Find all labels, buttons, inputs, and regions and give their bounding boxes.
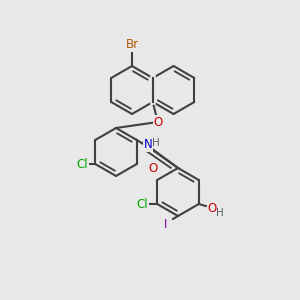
Text: O: O <box>153 116 162 128</box>
Text: O: O <box>149 161 158 175</box>
Text: I: I <box>164 218 168 230</box>
Text: O: O <box>207 202 216 215</box>
Text: H: H <box>152 138 160 148</box>
Text: Br: Br <box>125 38 139 52</box>
Text: Cl: Cl <box>76 158 88 170</box>
Text: H: H <box>216 208 224 218</box>
Text: N: N <box>143 139 152 152</box>
Text: Cl: Cl <box>136 197 148 211</box>
